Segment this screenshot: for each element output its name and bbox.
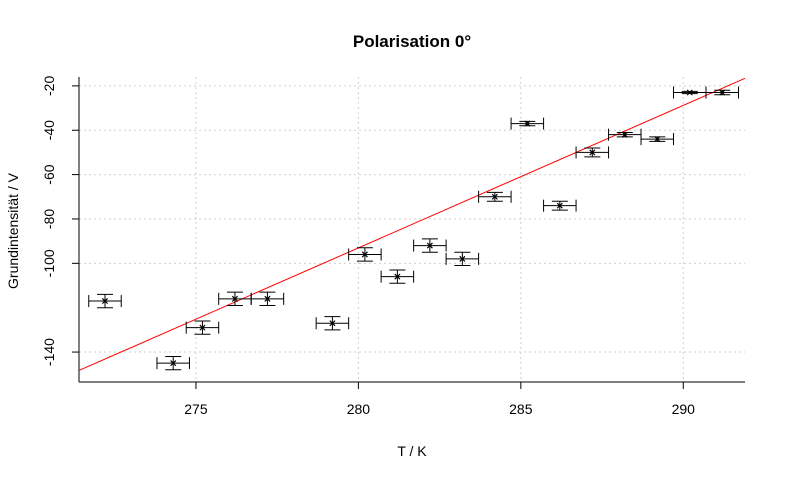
fit-line bbox=[78, 77, 746, 371]
data-point bbox=[510, 117, 545, 130]
point-marker bbox=[101, 298, 109, 305]
y-axis-label: Grundintensität / V bbox=[5, 172, 21, 289]
data-point bbox=[413, 238, 447, 253]
data-point bbox=[575, 146, 610, 159]
point-marker bbox=[719, 89, 726, 96]
y-tick-label: -20 bbox=[41, 76, 57, 96]
point-marker bbox=[361, 251, 368, 258]
data-point bbox=[250, 291, 285, 306]
point-marker bbox=[524, 120, 531, 127]
data-point bbox=[315, 316, 350, 331]
x-tick-label: 280 bbox=[347, 401, 371, 417]
point-marker bbox=[199, 324, 206, 331]
data-point bbox=[478, 190, 512, 203]
point-marker bbox=[621, 131, 628, 138]
point-marker bbox=[459, 255, 466, 262]
y-tick-label: -60 bbox=[41, 164, 57, 184]
point-marker bbox=[426, 242, 433, 249]
grid bbox=[79, 77, 745, 382]
point-marker bbox=[491, 193, 498, 200]
y-tick-label: -140 bbox=[41, 338, 57, 366]
y-axis-ticks: -20 -40 -60 -80 -100 -140 bbox=[41, 76, 79, 366]
data-point bbox=[705, 86, 740, 99]
data-point bbox=[640, 133, 675, 146]
x-tick-label: 290 bbox=[672, 401, 696, 417]
y-tick-label: -80 bbox=[41, 209, 57, 229]
x-axis-ticks: 275 280 285 290 bbox=[184, 382, 695, 417]
data-point bbox=[673, 86, 707, 99]
data-point bbox=[445, 251, 480, 267]
chart-title: Polarisation 0° bbox=[353, 32, 471, 51]
x-tick-label: 285 bbox=[509, 401, 533, 417]
point-marker bbox=[394, 273, 401, 280]
data-points bbox=[88, 86, 740, 371]
data-point bbox=[88, 293, 122, 309]
y-tick-label: -40 bbox=[41, 120, 57, 140]
point-marker bbox=[231, 295, 238, 302]
point-marker bbox=[686, 89, 693, 96]
point-marker bbox=[329, 320, 336, 327]
point-marker bbox=[654, 136, 661, 143]
point-marker bbox=[264, 295, 271, 302]
point-marker bbox=[170, 360, 177, 367]
x-tick-label: 275 bbox=[184, 401, 208, 417]
point-marker bbox=[589, 149, 596, 156]
point-marker bbox=[556, 202, 563, 209]
fit-line-layer bbox=[78, 77, 746, 371]
data-point bbox=[156, 355, 190, 371]
data-point bbox=[348, 247, 382, 262]
data-point bbox=[543, 199, 577, 212]
data-point bbox=[185, 320, 220, 335]
data-point bbox=[380, 269, 415, 284]
y-tick-label: -100 bbox=[41, 249, 57, 277]
x-axis-label: T / K bbox=[397, 443, 427, 459]
data-point bbox=[218, 291, 252, 306]
